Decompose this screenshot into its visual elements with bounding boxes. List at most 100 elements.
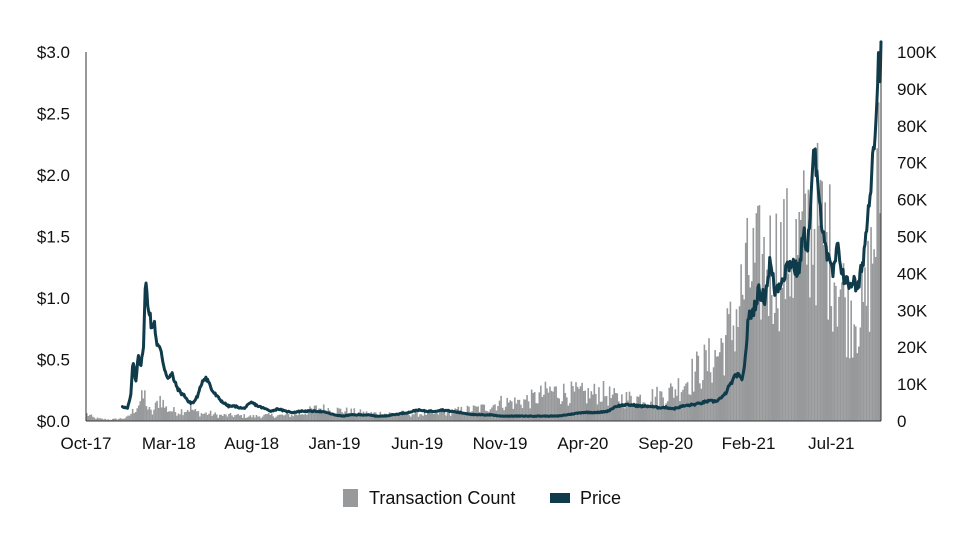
transaction-count-bar [270, 413, 273, 421]
transaction-count-bar [773, 312, 776, 421]
transaction-count-bar [607, 405, 609, 421]
transaction-count-bar [767, 315, 770, 421]
transaction-count-bar [677, 378, 680, 421]
transaction-count-bar [821, 181, 823, 421]
transaction-count-bar [442, 411, 444, 421]
transaction-count-bar [90, 414, 93, 421]
transaction-count-bar [729, 301, 732, 421]
transaction-count-bar [108, 419, 111, 421]
transaction-count-bar [301, 414, 304, 421]
transaction-count-bar [569, 403, 571, 421]
transaction-count-bar [801, 211, 804, 421]
transaction-count-bar [264, 414, 267, 421]
transaction-count-bar [217, 417, 220, 421]
y-left-tick-label: $1.0 [37, 289, 70, 308]
transaction-count-bar [642, 402, 645, 421]
transaction-count-bar [703, 344, 706, 421]
transaction-count-bar [215, 414, 218, 421]
transaction-count-bar [576, 386, 579, 421]
transaction-count-bar [454, 408, 457, 421]
transaction-count-bar [312, 409, 314, 421]
transaction-count-bar [605, 395, 608, 421]
transaction-count-bar [150, 409, 152, 421]
transaction-count-bar [159, 395, 161, 421]
transaction-count-bar [257, 416, 259, 421]
transaction-count-bar [515, 403, 518, 421]
transaction-count-bar [595, 393, 597, 421]
transaction-count-bar [131, 408, 134, 421]
transaction-count-bar [844, 297, 846, 421]
transaction-count-bar [582, 390, 585, 421]
transaction-count-bar [391, 413, 394, 421]
transaction-count-bar [861, 262, 863, 421]
transaction-count-bar [769, 215, 771, 421]
transaction-count-bar [185, 411, 187, 421]
transaction-count-bar [104, 418, 106, 421]
transaction-count-bar [578, 388, 580, 421]
transaction-count-bar [532, 392, 534, 421]
transaction-count-bar [292, 416, 294, 421]
transaction-count-bar [648, 405, 651, 421]
transaction-count-bar [792, 297, 794, 421]
transaction-count-bar [235, 414, 238, 421]
transaction-count-bar [283, 415, 285, 421]
transaction-count-bar [622, 407, 625, 421]
transaction-count-bar [434, 412, 437, 421]
transaction-count-bar [419, 414, 421, 421]
transaction-count-bar [581, 382, 583, 421]
transaction-count-bar [587, 388, 590, 421]
transaction-count-bar [174, 412, 177, 421]
y-right-tick-label: 90K [897, 80, 928, 99]
transaction-count-bar [668, 387, 671, 421]
transaction-count-bar [879, 213, 882, 421]
transaction-count-bar [720, 338, 723, 421]
transaction-count-bar [549, 386, 551, 421]
transaction-count-bar [163, 407, 166, 421]
transaction-count-bar [462, 413, 464, 421]
transaction-count-bar [790, 264, 793, 421]
transaction-count-bar [691, 358, 693, 421]
transaction-count-bar [851, 357, 854, 421]
transaction-count-bar [433, 413, 435, 421]
transaction-count-bar [246, 417, 249, 421]
transaction-count-bar [558, 398, 560, 421]
transaction-count-bar [417, 416, 420, 421]
transaction-count-bar [110, 419, 113, 421]
transaction-count-bar [469, 411, 472, 421]
transaction-count-bar [564, 393, 567, 421]
y-right-tick-label: 50K [897, 228, 928, 247]
transaction-count-bar [200, 413, 203, 421]
transaction-count-bar [335, 413, 337, 421]
transaction-count-bar [329, 410, 331, 421]
transaction-count-bar [255, 414, 258, 421]
y-left-tick-label: $2.5 [37, 105, 70, 124]
transaction-count-bar [249, 415, 252, 421]
transaction-count-bar [390, 412, 392, 421]
transaction-count-bar [819, 179, 822, 421]
transaction-count-bar [666, 401, 669, 421]
transaction-count-bar [654, 396, 657, 421]
transaction-count-bar [416, 410, 418, 421]
transaction-count-bar [223, 413, 226, 421]
transaction-count-bar [298, 412, 301, 421]
transaction-count-bar [573, 391, 576, 421]
transaction-count-bar [760, 319, 762, 421]
transaction-count-bar [89, 415, 91, 421]
transaction-count-bar [382, 416, 385, 421]
transaction-count-bar [151, 414, 154, 421]
transaction-count-bar [229, 413, 232, 421]
transaction-count-bar [101, 418, 103, 421]
transaction-count-bar [284, 414, 287, 421]
transaction-count-bar [828, 184, 831, 421]
transaction-count-bar [483, 404, 486, 421]
transaction-count-bar [751, 281, 753, 421]
y-right-tick-label: 30K [897, 301, 928, 320]
transaction-count-bar [726, 308, 729, 421]
transaction-count-bar [584, 390, 586, 421]
transaction-count-bar [364, 414, 366, 421]
transaction-count-bar [778, 331, 781, 421]
y-left-tick-label: $0.0 [37, 412, 70, 431]
transaction-count-bar [98, 418, 100, 421]
